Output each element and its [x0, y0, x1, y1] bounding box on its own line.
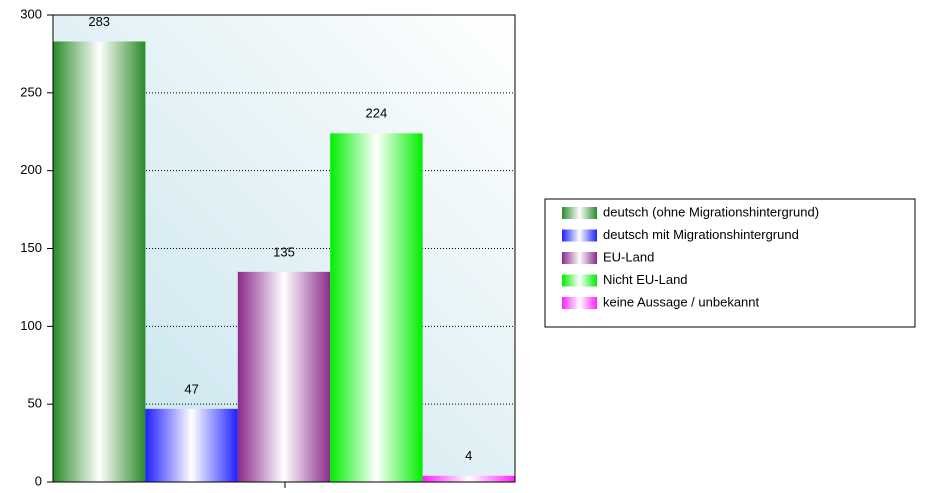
data-label: 224	[366, 106, 388, 121]
bar	[53, 41, 146, 483]
y-tick-label: 50	[28, 396, 42, 411]
bar	[145, 408, 238, 482]
bar	[422, 475, 515, 482]
data-label: 47	[184, 381, 198, 396]
legend-label: deutsch (ohne Migrationshintergrund)	[603, 204, 819, 219]
legend-swatch	[562, 297, 597, 309]
legend-swatch	[562, 207, 597, 219]
bar	[330, 133, 423, 482]
y-tick-label: 300	[20, 6, 42, 21]
y-tick-label: 250	[20, 84, 42, 99]
legend-swatch	[562, 229, 597, 242]
legend-label: EU-Land	[603, 249, 654, 264]
legend-swatch	[562, 252, 597, 264]
legend-swatch	[562, 274, 597, 287]
y-tick-label: 150	[20, 240, 42, 255]
plot-area	[52, 14, 516, 483]
legend-label: deutsch mit Migrationshintergrund	[603, 227, 799, 242]
legend-box	[544, 198, 916, 328]
data-label: 283	[88, 14, 110, 29]
legend-label: Nicht EU-Land	[603, 272, 688, 287]
data-label: 4	[465, 448, 472, 463]
y-tick-label: 0	[35, 473, 42, 488]
data-label: 135	[273, 244, 295, 259]
y-tick-label: 200	[20, 162, 42, 177]
bar	[237, 271, 331, 482]
legend-label: keine Aussage / unbekannt	[603, 294, 760, 309]
y-tick-label: 100	[20, 318, 42, 333]
